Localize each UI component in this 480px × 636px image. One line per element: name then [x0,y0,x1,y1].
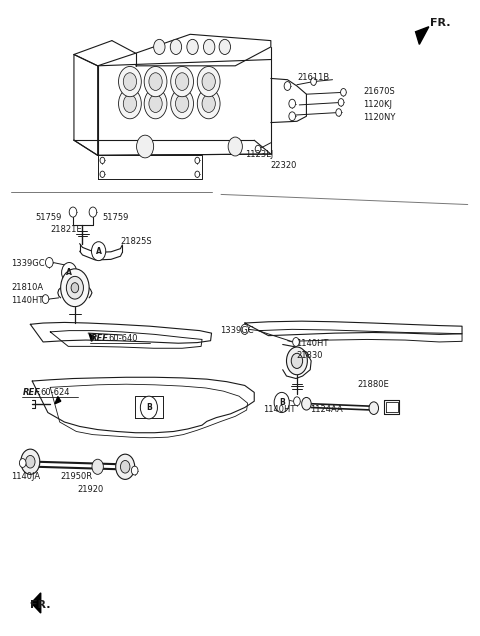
Text: 1140HT: 1140HT [263,405,295,414]
Circle shape [291,354,302,368]
Text: B: B [279,398,285,407]
Polygon shape [89,334,95,342]
Circle shape [369,402,379,415]
Circle shape [61,263,77,282]
Text: 1120KJ: 1120KJ [363,100,392,109]
Text: 22320: 22320 [271,161,297,170]
Circle shape [92,459,103,474]
Circle shape [289,112,296,121]
Circle shape [294,397,300,406]
Circle shape [119,66,141,97]
Text: B: B [146,403,152,412]
Text: A: A [66,268,72,277]
Text: 1140HT: 1140HT [296,339,328,348]
Circle shape [154,39,165,55]
Circle shape [336,109,342,116]
Text: 21611B: 21611B [297,73,329,81]
Circle shape [338,99,344,106]
Circle shape [25,455,35,468]
Text: 1124AA: 1124AA [310,405,343,414]
Text: 21880E: 21880E [358,380,389,389]
Circle shape [144,88,167,119]
Circle shape [100,157,105,163]
Circle shape [202,95,216,113]
Circle shape [197,88,220,119]
Circle shape [187,39,198,55]
Text: 1120NY: 1120NY [363,113,396,122]
Circle shape [132,466,138,475]
Circle shape [137,135,154,158]
Text: 1123LJ: 1123LJ [245,149,273,158]
Circle shape [116,454,135,480]
Circle shape [46,258,53,268]
Text: 1140JA: 1140JA [12,473,40,481]
Circle shape [144,66,167,97]
Text: 21920: 21920 [78,485,104,494]
Circle shape [71,282,79,293]
Circle shape [100,171,105,177]
Text: 21830: 21830 [296,351,323,361]
Circle shape [120,460,130,473]
Text: 21670S: 21670S [363,86,395,95]
Circle shape [123,95,137,113]
Circle shape [301,398,311,410]
Text: 21810A: 21810A [12,283,44,292]
Circle shape [195,157,200,163]
Circle shape [92,242,106,261]
Circle shape [42,294,49,303]
Circle shape [19,459,26,467]
Circle shape [123,73,137,90]
Text: A: A [96,247,102,256]
Circle shape [197,66,220,97]
Circle shape [241,324,249,335]
Text: 21825S: 21825S [120,237,152,245]
Circle shape [202,73,216,90]
Circle shape [274,392,289,413]
Text: 60-624: 60-624 [40,388,70,397]
Circle shape [69,207,77,217]
Circle shape [284,81,291,90]
Circle shape [228,137,242,156]
Circle shape [341,88,346,96]
Circle shape [170,39,181,55]
Circle shape [119,88,141,119]
Text: REF.: REF. [91,334,110,343]
Circle shape [176,73,189,90]
Circle shape [171,88,193,119]
Circle shape [176,95,189,113]
Text: 21950R: 21950R [60,473,93,481]
Circle shape [204,39,215,55]
Circle shape [149,95,162,113]
Polygon shape [416,27,429,45]
Circle shape [289,99,296,108]
Polygon shape [31,593,41,613]
Circle shape [89,207,96,217]
Circle shape [60,269,89,307]
Text: 51759: 51759 [102,212,129,221]
Circle shape [287,347,307,375]
Text: FR.: FR. [430,18,450,28]
Circle shape [293,338,300,347]
Circle shape [21,449,40,474]
Circle shape [171,66,193,97]
Text: 60-640: 60-640 [108,334,138,343]
Text: FR.: FR. [30,600,51,611]
Circle shape [219,39,230,55]
Text: 1339GC: 1339GC [12,259,45,268]
Text: 1140HT: 1140HT [12,296,44,305]
Circle shape [255,145,261,153]
Circle shape [140,396,157,419]
Circle shape [149,73,162,90]
Text: REF.: REF. [23,388,42,397]
Circle shape [66,277,84,299]
Text: 1339GC: 1339GC [220,326,254,335]
Circle shape [195,171,200,177]
Polygon shape [55,397,61,404]
Circle shape [311,78,316,85]
Text: 21821E: 21821E [50,225,82,234]
Text: 51759: 51759 [35,212,61,221]
